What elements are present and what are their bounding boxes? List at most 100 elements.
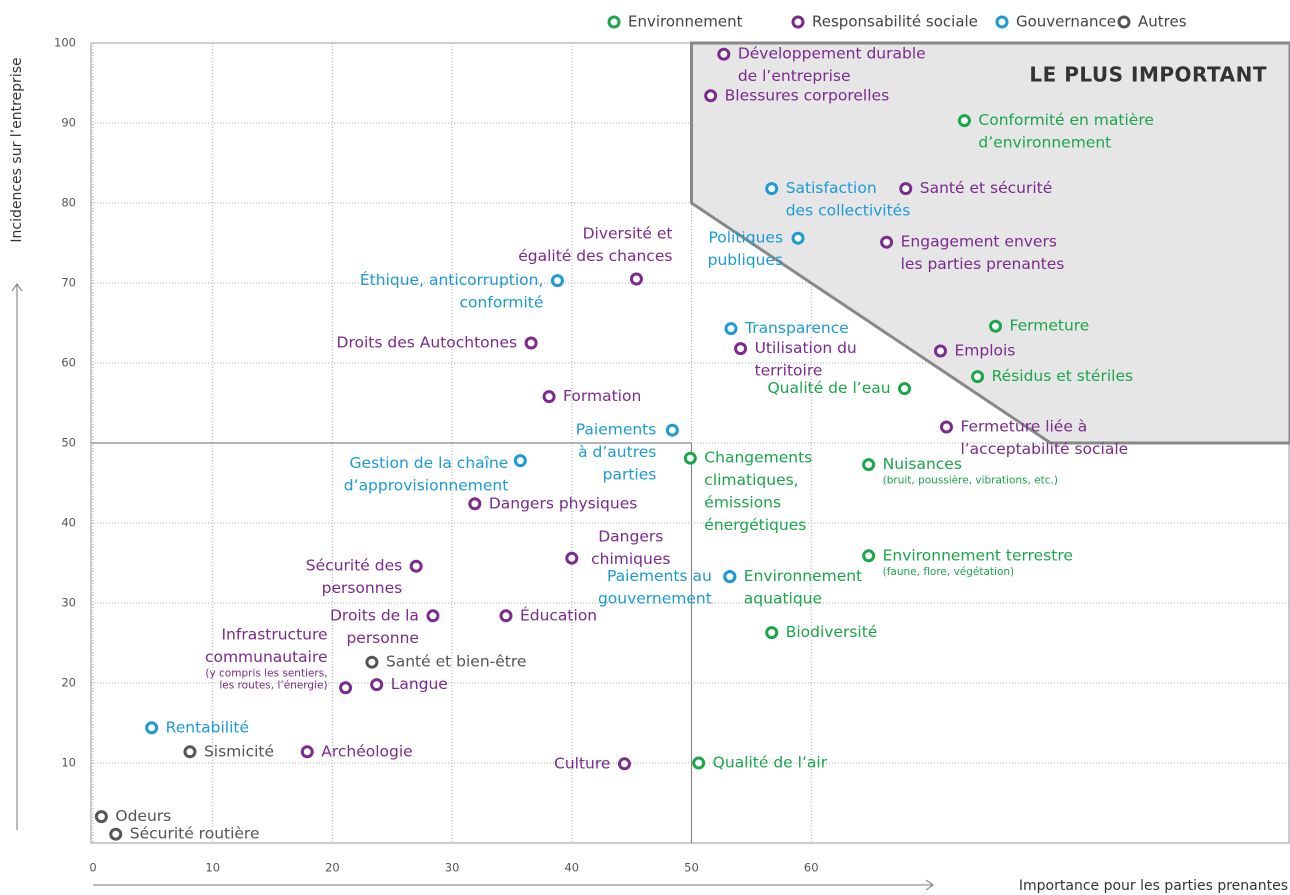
point <box>524 336 538 350</box>
point <box>565 551 579 565</box>
point-label: Environnement terrestre <box>883 546 1073 564</box>
y-tick-label: 20 <box>61 676 76 690</box>
point-label: Droits des Autochtones <box>337 334 518 352</box>
point-label: publiques <box>708 251 783 269</box>
x-tick-label: 30 <box>445 861 460 875</box>
x-tick-label: 0 <box>89 861 96 875</box>
point-label: personne <box>346 629 419 647</box>
x-arrow-head <box>925 879 934 891</box>
point-label: Blessures corporelles <box>725 86 890 104</box>
x-axis-label: Importance pour les parties prenantes <box>1019 878 1288 894</box>
point <box>542 390 556 404</box>
point-note: (y compris les sentiers, <box>205 667 327 679</box>
point-label: Nuisances <box>883 455 962 473</box>
point-label: Formation <box>563 387 641 405</box>
point-label: Satisfaction <box>786 179 877 197</box>
point-label: climatiques, <box>704 471 798 489</box>
point <box>617 757 631 771</box>
point-label: Sécurité des <box>306 557 402 575</box>
point <box>791 231 805 245</box>
point-label: Éducation <box>520 605 597 624</box>
point <box>145 721 159 735</box>
point-label: Archéologie <box>321 742 412 760</box>
legend-label: Responsabilité sociale <box>812 13 978 31</box>
point-label: Rentabilité <box>166 718 249 736</box>
point-label: Politiques <box>708 229 783 247</box>
point <box>724 322 738 336</box>
y-tick-label: 50 <box>61 436 76 450</box>
point-label: communautaire <box>205 648 328 666</box>
point-label: Utilisation du <box>755 339 857 357</box>
legend-label: Autres <box>1138 13 1187 31</box>
point-label: Fermeture <box>1010 317 1090 335</box>
legend-marker <box>607 15 621 29</box>
point-note: (bruit, poussière, vibrations, etc.) <box>883 475 1058 487</box>
x-tick-label: 40 <box>564 861 579 875</box>
point <box>629 272 643 286</box>
point-label: Sécurité routière <box>130 825 260 843</box>
y-arrow-head <box>11 283 23 292</box>
point <box>94 810 108 824</box>
point-label: gouvernement <box>598 590 712 608</box>
point-label: Odeurs <box>115 807 171 825</box>
point-label: Développement durable <box>738 45 926 63</box>
point-label: de l’entreprise <box>738 67 851 85</box>
x-tick-label: 60 <box>804 861 819 875</box>
y-tick-label: 70 <box>61 276 76 290</box>
point <box>683 451 697 465</box>
point-label: Emplois <box>954 342 1015 360</box>
point-label: Santé et sécurité <box>920 179 1052 197</box>
legend-label: Gouvernance <box>1016 13 1116 31</box>
y-tick-label: 10 <box>61 756 76 770</box>
point <box>339 681 353 695</box>
legend-marker <box>1117 15 1131 29</box>
point-label: Changements <box>704 449 812 467</box>
y-tick-label: 60 <box>61 356 76 370</box>
point <box>939 420 953 434</box>
legend-label: Environnement <box>628 13 743 31</box>
point <box>898 382 912 396</box>
point-label: aquatique <box>744 590 822 608</box>
point-label: Paiements au <box>607 567 712 585</box>
x-tick-label: 10 <box>205 861 220 875</box>
point-label: Culture <box>554 754 610 772</box>
point <box>862 458 876 472</box>
point-label: Diversité et <box>583 225 673 243</box>
point-label: égalité des chances <box>518 247 672 265</box>
point-label: Biodiversité <box>786 623 878 641</box>
point <box>300 745 314 759</box>
point <box>971 370 985 384</box>
point-label: Qualité de l’eau <box>767 379 890 397</box>
y-tick-label: 100 <box>54 36 76 50</box>
x-tick-label: 50 <box>684 861 699 875</box>
point-label: Fermeture liée à <box>960 418 1087 436</box>
point-label: Infrastructure <box>221 625 327 643</box>
point-label: parties <box>603 466 657 484</box>
y-tick-label: 80 <box>61 196 76 210</box>
y-tick-label: 30 <box>61 596 76 610</box>
point <box>899 182 913 196</box>
point <box>765 182 779 196</box>
point <box>734 342 748 356</box>
point <box>550 274 564 288</box>
legend-marker <box>995 15 1009 29</box>
point <box>183 745 197 759</box>
point <box>365 655 379 669</box>
point <box>692 756 706 770</box>
point-label: énergétiques <box>704 516 806 534</box>
point-label: Droits de la <box>330 606 419 624</box>
point-label: d’environnement <box>978 134 1111 152</box>
point <box>665 423 679 437</box>
point-label: des collectivités <box>786 202 911 220</box>
point-note: (faune, flore, végétation) <box>883 566 1015 578</box>
point-label: émissions <box>704 494 781 512</box>
y-tick-label: 90 <box>61 116 76 130</box>
point-label: les parties prenantes <box>901 255 1065 273</box>
point-label: Dangers physiques <box>489 494 638 512</box>
point-label: chimiques <box>591 550 670 568</box>
point-label: conformité <box>460 294 544 312</box>
point <box>499 609 513 623</box>
point <box>513 454 527 468</box>
point-label: Qualité de l’air <box>713 754 828 772</box>
